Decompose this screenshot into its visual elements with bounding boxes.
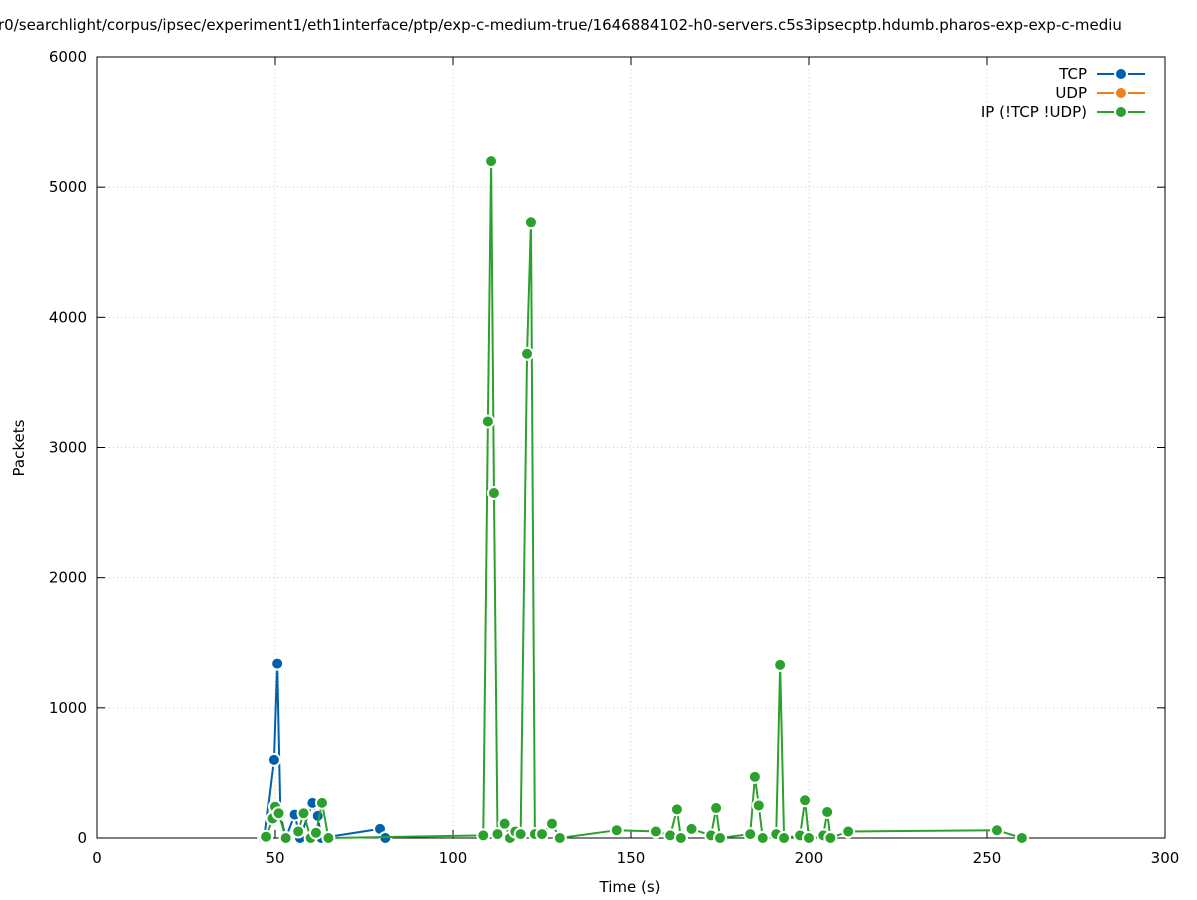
data-point [259,829,274,844]
data-point [751,798,766,813]
data-point [520,346,535,361]
data-point [673,831,688,845]
data-point [823,831,838,845]
x-axis-label: Time (s) [599,878,661,896]
y-tick-label: 0 [77,829,87,847]
legend-label: IP (!TCP !UDP) [981,103,1087,121]
data-point [989,823,1004,838]
y-tick-label: 2000 [49,569,87,587]
x-tick-label: 50 [265,849,284,867]
legend-item: UDP [1055,84,1145,102]
data-point [544,816,559,831]
data-point [552,831,567,845]
series [259,154,1029,845]
data-point [490,827,505,842]
y-tick-label: 4000 [49,308,87,326]
data-point [480,414,495,429]
data-point [513,827,528,842]
x-tick-label: 100 [439,849,468,867]
legend-label: UDP [1055,84,1087,102]
data-point [820,804,835,819]
data-point [266,752,281,767]
data-point [747,769,762,784]
y-tick-label: 1000 [49,699,87,717]
data-point [271,806,286,821]
data-point [270,656,285,671]
legend-label: TCP [1058,65,1087,83]
y-axis-label: Packets [10,419,28,476]
y-tick-label: 3000 [49,439,87,457]
data-point [798,793,813,808]
data-point [535,827,549,842]
legend-item: TCP [1058,65,1145,83]
data-point [669,802,684,817]
data-point [278,831,293,845]
data-point [296,806,311,821]
data-point [523,215,538,230]
x-tick-label: 300 [1151,849,1180,867]
data-point [648,824,663,839]
data-point [1014,831,1029,845]
data-point [684,821,699,836]
y-tick-label: 5000 [49,178,87,196]
legend-marker [1114,105,1128,119]
y-tick-label: 6000 [49,48,87,66]
x-tick-label: 250 [973,849,1002,867]
data-point [841,824,856,839]
series-line [265,161,1023,840]
data-point [486,486,501,501]
data-point [484,154,499,169]
data-point [321,831,336,845]
x-tick-label: 200 [795,849,824,867]
x-tick-label: 150 [617,849,646,867]
data-point [314,795,329,810]
legend-marker [1114,86,1128,100]
data-point [743,827,758,842]
data-point [713,831,727,845]
chart-title: r0/searchlight/corpus/ipsec/experiment1/… [0,16,1122,34]
data-point [308,825,323,840]
legend-marker [1114,67,1128,81]
legend-item: IP (!TCP !UDP) [981,103,1145,121]
data-point [709,801,724,816]
plot-frame [96,56,1166,839]
data-point [773,657,788,672]
data-point [777,831,792,845]
data-point [291,824,306,839]
data-point [755,831,770,845]
data-point [609,823,624,838]
data-point [476,828,491,843]
x-tick-label: 0 [92,849,102,867]
data-point [802,831,816,845]
data-point [497,816,512,831]
